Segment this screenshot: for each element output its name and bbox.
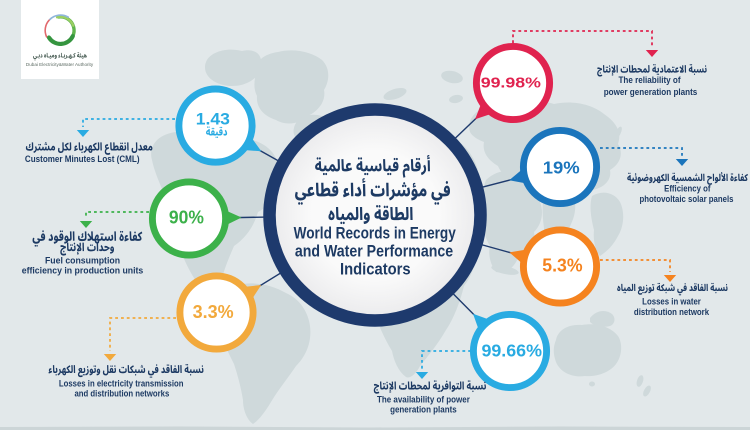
svg-text:power generation plants: power generation plants: [604, 87, 698, 98]
svg-text:photovoltaic solar panels: photovoltaic solar panels: [640, 193, 734, 204]
svg-text:and distribution networks: and distribution networks: [74, 388, 169, 399]
svg-text:distribution network: distribution network: [634, 306, 709, 317]
svg-text:World Records in Energy: World Records in Energy: [294, 225, 457, 244]
svg-text:The availability of power: The availability of power: [377, 394, 470, 405]
svg-text:19%: 19%: [543, 158, 580, 177]
svg-text:Customer Minutes Lost (CML): Customer Minutes Lost (CML): [25, 153, 140, 164]
svg-text:Indicators: Indicators: [340, 261, 411, 279]
svg-text:Efficiency of: Efficiency of: [664, 183, 710, 194]
svg-text:99.66%: 99.66%: [481, 340, 542, 360]
svg-text:and Water Performance: and Water Performance: [295, 243, 454, 261]
svg-text:generation plants: generation plants: [390, 404, 457, 415]
svg-text:5.3%: 5.3%: [542, 255, 582, 275]
svg-text:The reliability of: The reliability of: [618, 75, 680, 86]
svg-text:Dubai Electricity&Water Author: Dubai Electricity&Water Authority: [26, 62, 94, 67]
svg-text:3.3%: 3.3%: [193, 301, 234, 322]
svg-text:99.98%: 99.98%: [481, 75, 542, 91]
svg-text:Losses in electricity transmis: Losses in electricity transmission: [59, 378, 184, 389]
svg-text:efficiency in production units: efficiency in production units: [22, 265, 144, 275]
svg-text:Fuel consumption: Fuel consumption: [45, 255, 120, 265]
svg-text:90%: 90%: [169, 207, 204, 227]
svg-text:1.43: 1.43: [196, 110, 230, 128]
svg-text:Losses in water: Losses in water: [642, 296, 701, 307]
